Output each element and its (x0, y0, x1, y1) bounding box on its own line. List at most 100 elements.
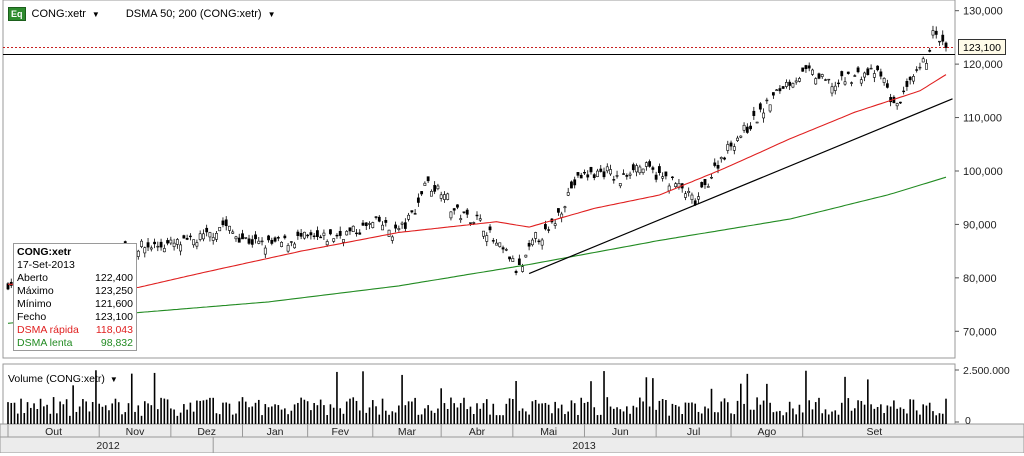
info-row-close: Fecho 123,100 (17, 311, 133, 324)
volume-selector[interactable]: Volume (CONG:xetr) (8, 373, 105, 385)
last-price-tag: 123,100 (958, 39, 1006, 55)
candle-body (752, 110, 756, 116)
volume-bar (583, 402, 586, 424)
volume-bar (430, 410, 433, 424)
volume-bar (355, 400, 358, 424)
volume-bar (867, 379, 869, 424)
volume-bar (573, 403, 576, 424)
candle-body (537, 240, 541, 243)
candle-body (195, 242, 199, 247)
indicator-selector[interactable]: DSMA 50; 200 (CONG:xetr) (125, 8, 262, 20)
candle-body (342, 239, 345, 243)
volume-bar (743, 403, 745, 424)
candle-body (241, 233, 244, 240)
volume-bar (674, 404, 677, 424)
month-label: Mai (540, 426, 557, 438)
volume-bar (13, 402, 16, 424)
candle-body (736, 137, 739, 141)
volume-bar (645, 377, 648, 424)
candle-body (299, 232, 303, 237)
candle-body (830, 86, 834, 94)
candle-body (729, 142, 733, 147)
volume-bar (704, 406, 706, 424)
info-label: DSMA rápida (17, 324, 79, 336)
volume-bar (938, 413, 941, 424)
month-label: Nov (126, 426, 145, 438)
volume-dropdown-icon[interactable]: ▼ (109, 374, 118, 384)
volume-bar (873, 408, 876, 424)
volume-bar (831, 411, 833, 424)
candle-body (446, 193, 450, 200)
candle-body (6, 283, 10, 290)
candle-body (534, 232, 538, 239)
volume-bar (840, 402, 843, 424)
volume-bar (306, 401, 309, 424)
month-label: Mar (398, 426, 417, 438)
month-label: Out (45, 426, 62, 438)
symbol-selector[interactable]: CONG:xetr (31, 8, 86, 20)
volume-bar (82, 399, 84, 424)
candle-body (143, 247, 147, 254)
candle-body (293, 243, 297, 249)
volume-bar (248, 407, 250, 424)
volume-bar (912, 399, 915, 424)
candle-body (166, 240, 169, 244)
volume-bar (547, 404, 550, 424)
candle-body (469, 222, 472, 224)
volume-bar (847, 398, 850, 424)
volume-bar (586, 401, 589, 424)
volume-bar (280, 409, 283, 424)
volume-bar (472, 413, 475, 424)
candle-body (742, 124, 746, 131)
candle-body (583, 171, 586, 174)
volume-bar (427, 405, 429, 424)
candle-body (856, 67, 860, 73)
volume-bar (339, 408, 342, 424)
volume-bar (310, 410, 312, 424)
candle-body (768, 104, 772, 112)
symbol-dropdown-icon[interactable]: ▼ (91, 9, 100, 19)
candle-body (482, 230, 485, 237)
candle-body (762, 112, 766, 119)
candle-body (416, 197, 420, 203)
volume-bar (896, 408, 898, 424)
candle-body (394, 224, 397, 229)
volume-bar (466, 409, 469, 424)
candle-body (397, 228, 401, 230)
volume-bar (652, 378, 654, 424)
candle-body (348, 227, 352, 232)
candle-body (648, 161, 652, 167)
equity-badge-icon: Eq (8, 7, 26, 21)
candle-body (687, 191, 691, 194)
volume-bar (746, 373, 749, 424)
volume-bar (85, 401, 87, 424)
candle-body (459, 218, 463, 221)
month-label: Jan (267, 426, 284, 438)
volume-bar (459, 403, 462, 424)
candle-body (188, 235, 192, 238)
volume-bar (303, 399, 306, 424)
candle-body (202, 233, 205, 240)
volume-bar (909, 399, 911, 424)
candle-body (211, 237, 215, 241)
month-label: Dez (197, 426, 216, 438)
month-label: Ago (758, 426, 777, 438)
y-tick-label: 70,000 (963, 326, 997, 338)
volume-bar (456, 407, 459, 424)
candle-body (615, 175, 619, 177)
candle-body (697, 196, 700, 200)
indicator-dropdown-icon[interactable]: ▼ (267, 9, 276, 19)
candle-body (586, 174, 590, 178)
info-value: 121,600 (95, 298, 133, 310)
volume-bar (544, 402, 547, 424)
candle-body (332, 238, 336, 242)
candle-body (495, 242, 498, 246)
volume-bar (635, 407, 638, 424)
volume-bar (919, 414, 921, 424)
candle-body (514, 270, 518, 274)
candle-body (804, 65, 808, 70)
volume-bar (769, 402, 771, 424)
candle-body (628, 173, 632, 176)
volume-bar (398, 405, 400, 424)
candle-body (280, 241, 283, 247)
